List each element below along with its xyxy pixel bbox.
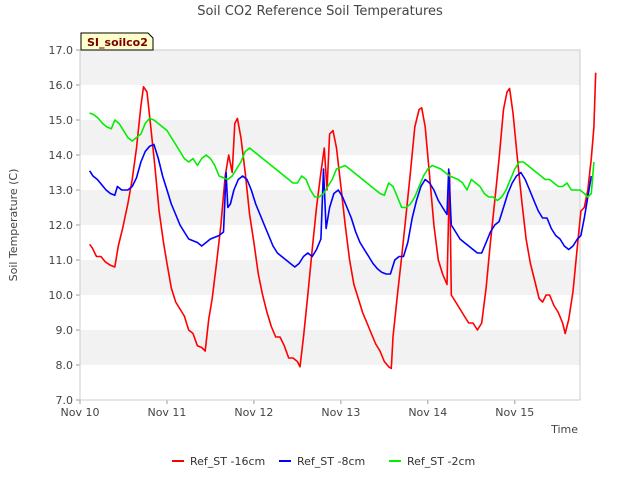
station-badge-label: SI_soilco2	[87, 36, 148, 49]
y-tick-label: 15.0	[49, 114, 74, 127]
grid-band	[80, 50, 580, 85]
y-tick-label: 7.0	[56, 394, 74, 407]
y-axis-label: Soil Temperature (C)	[7, 169, 20, 282]
series-line-2	[88, 143, 593, 275]
x-tick-label: Nov 10	[61, 406, 100, 419]
x-axis-label: Time	[550, 423, 578, 436]
chart-title: Soil CO2 Reference Soil Temperatures	[197, 4, 443, 19]
x-tick-label: Nov 11	[147, 406, 186, 419]
x-tick-label: Nov 13	[321, 406, 360, 419]
y-tick-label: 16.0	[49, 79, 74, 92]
y-tick-label: 17.0	[49, 44, 74, 57]
y-tick-label: 11.0	[49, 254, 74, 267]
y-axis: 7.0 8.0 9.0 10.0 11.0 12.0 13.0 14.0 15.0 16.0 17.…	[49, 44, 80, 407]
legend-label-3: Ref_ST -2cm	[407, 455, 475, 468]
x-axis: Nov 10 Nov 11 Nov 12 Nov 13 Nov 14 Nov 15	[61, 400, 534, 419]
y-tick-label: 10.0	[49, 289, 74, 302]
series-line-3	[89, 112, 595, 209]
station-badge: SI_soilco2	[80, 32, 154, 51]
legend-label-2: Ref_ST -8cm	[297, 455, 365, 468]
x-tick-label: Nov 15	[495, 406, 534, 419]
y-tick-label: 9.0	[56, 324, 74, 337]
y-tick-label: 12.0	[49, 219, 74, 232]
y-tick-label: 14.0	[49, 149, 74, 162]
x-tick-label: Nov 12	[234, 406, 273, 419]
legend: Ref_ST -16cm Ref_ST -8cm Ref_ST -2cm	[172, 455, 475, 468]
legend-label-1: Ref_ST -16cm	[190, 455, 265, 468]
grid-band	[80, 260, 580, 295]
y-tick-label: 8.0	[56, 359, 74, 372]
y-tick-label: 13.0	[49, 184, 74, 197]
series-layer	[88, 72, 597, 370]
x-tick-label: Nov 14	[408, 406, 447, 419]
series-line-1	[88, 72, 597, 370]
grid-band	[80, 330, 580, 365]
station-badge-box	[80, 32, 154, 51]
